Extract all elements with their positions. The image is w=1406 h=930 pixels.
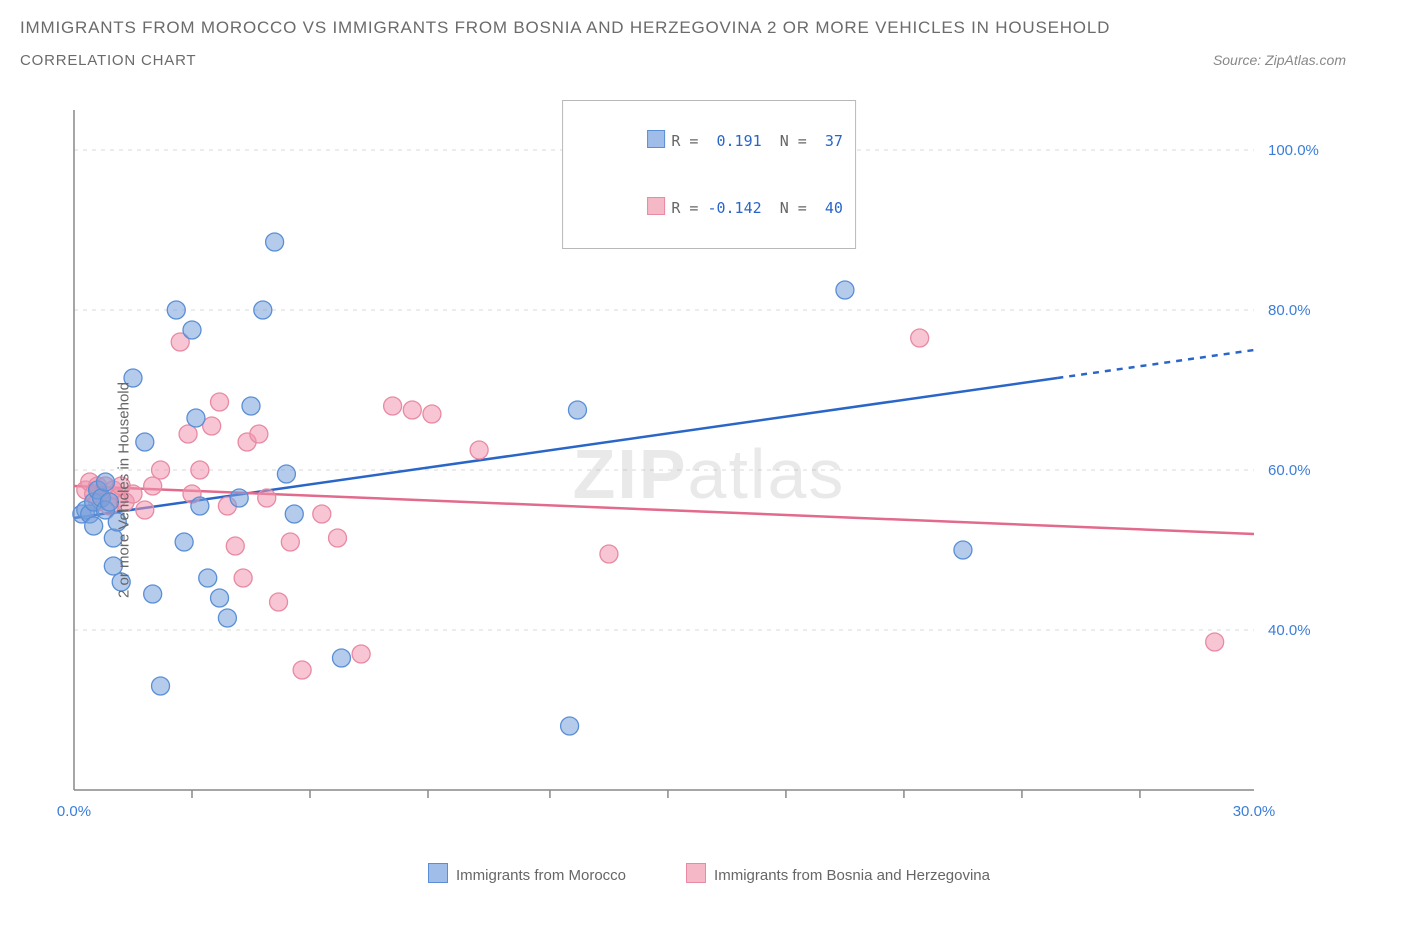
legend-item-2: Immigrants from Bosnia and Herzegovina bbox=[686, 863, 990, 884]
svg-text:100.0%: 100.0% bbox=[1268, 142, 1319, 159]
svg-text:0.0%: 0.0% bbox=[57, 803, 91, 820]
page-title: IMMIGRANTS FROM MOROCCO VS IMMIGRANTS FR… bbox=[20, 18, 1386, 38]
legend-label-1: Immigrants from Morocco bbox=[456, 867, 626, 884]
page-subtitle: CORRELATION CHART bbox=[20, 52, 196, 69]
swatch-series1-icon bbox=[647, 130, 665, 148]
swatch-series2-icon bbox=[686, 863, 706, 883]
legend-label-2: Immigrants from Bosnia and Herzegovina bbox=[714, 867, 990, 884]
svg-text:30.0%: 30.0% bbox=[1233, 803, 1276, 820]
swatch-series2-icon bbox=[647, 197, 665, 215]
chart-container: 2 or more Vehicles in Household 40.0% 60.… bbox=[44, 100, 1374, 880]
y-axis-label: 2 or more Vehicles in Household bbox=[115, 382, 132, 598]
source-label: Source: ZipAtlas.com bbox=[1213, 52, 1346, 68]
stats-row-1: R = 0.191 N = 37 bbox=[575, 107, 843, 175]
legend-item-1: Immigrants from Morocco bbox=[428, 863, 626, 884]
svg-text:40.0%: 40.0% bbox=[1268, 622, 1311, 639]
svg-text:60.0%: 60.0% bbox=[1268, 462, 1311, 479]
swatch-series1-icon bbox=[428, 863, 448, 883]
svg-text:80.0%: 80.0% bbox=[1268, 302, 1311, 319]
series-legend: Immigrants from Morocco Immigrants from … bbox=[44, 863, 1374, 884]
stats-legend: R = 0.191 N = 37 R = -0.142 N = 40 bbox=[562, 100, 856, 249]
stats-row-2: R = -0.142 N = 40 bbox=[575, 175, 843, 243]
